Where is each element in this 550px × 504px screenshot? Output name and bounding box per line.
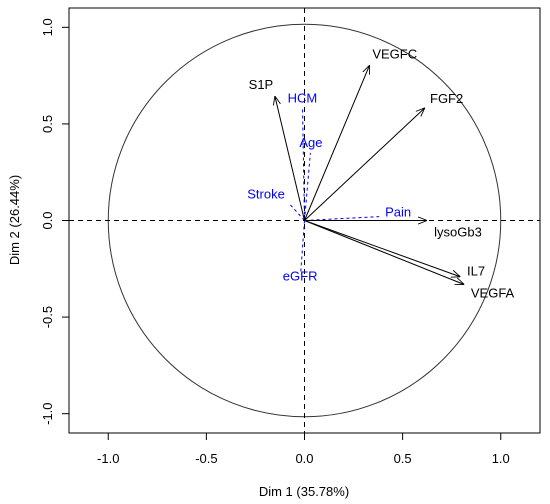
supplementary-label-egfr: eGFR bbox=[283, 269, 318, 284]
x-tick-label: -1.0 bbox=[97, 451, 119, 466]
y-tick-label: -0.5 bbox=[40, 306, 55, 328]
supplementary-label-hcm: HCM bbox=[288, 90, 318, 105]
x-axis: -1.0 -0.5 0.0 0.5 1.0 bbox=[97, 432, 510, 466]
active-arrow-vegfa bbox=[304, 220, 464, 285]
supplementary-variables: HCM Age Stroke Pain eGFR bbox=[247, 90, 411, 283]
supplementary-label-pain: Pain bbox=[385, 204, 411, 219]
y-tick-label: 1.0 bbox=[40, 18, 55, 36]
active-label-vegfc: VEGFC bbox=[372, 47, 417, 62]
active-arrow-fgf2 bbox=[304, 108, 425, 221]
x-axis-title: Dim 1 (35.78%) bbox=[259, 484, 349, 499]
y-tick-label: 0.5 bbox=[40, 115, 55, 133]
active-label-lysogb3: lysoGb3 bbox=[434, 225, 482, 240]
y-axis: -1.0 -0.5 0.0 0.5 1.0 bbox=[40, 18, 70, 425]
active-label-s1p: S1P bbox=[249, 77, 274, 92]
y-tick-label: -1.0 bbox=[40, 402, 55, 424]
x-tick-label: 1.0 bbox=[492, 451, 510, 466]
active-label-fgf2: FGF2 bbox=[430, 91, 463, 106]
y-tick-label: 0.0 bbox=[40, 211, 55, 229]
supplementary-arrow-pain bbox=[304, 216, 380, 221]
active-arrow-s1p bbox=[275, 97, 305, 221]
supplementary-arrow-stroke bbox=[288, 202, 305, 221]
x-tick-label: 0.5 bbox=[394, 451, 412, 466]
active-label-vegfa: VEGFA bbox=[471, 285, 515, 300]
y-axis-title: Dim 2 (26.44%) bbox=[7, 175, 22, 265]
x-tick-label: -0.5 bbox=[195, 451, 217, 466]
supplementary-label-age: Age bbox=[299, 135, 322, 150]
active-arrow-vegfc bbox=[304, 66, 370, 221]
supplementary-arrow-egfr bbox=[300, 220, 305, 275]
active-arrow-il7 bbox=[304, 220, 460, 277]
active-variables: S1P VEGFC FGF2 lysoGb3 IL7 VEGFA bbox=[249, 47, 515, 301]
supplementary-arrow-hcm bbox=[302, 108, 305, 221]
supplementary-arrow-age bbox=[304, 152, 311, 221]
active-label-il7: IL7 bbox=[467, 263, 485, 278]
supplementary-label-stroke: Stroke bbox=[247, 187, 285, 202]
x-tick-label: 0.0 bbox=[295, 451, 313, 466]
